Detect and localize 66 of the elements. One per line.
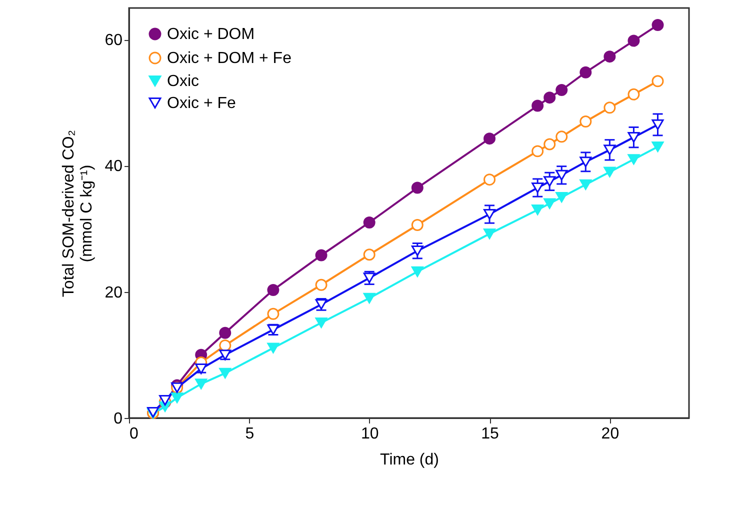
point <box>544 138 556 150</box>
point <box>484 174 496 186</box>
point <box>544 198 556 209</box>
point <box>544 92 556 104</box>
point <box>628 132 640 143</box>
point <box>219 339 232 352</box>
point <box>544 176 556 187</box>
point <box>315 249 328 262</box>
point <box>219 368 232 379</box>
point <box>628 88 640 100</box>
point <box>411 219 424 231</box>
legend-label: Oxic + Fe <box>167 95 236 112</box>
point <box>532 100 544 112</box>
point <box>363 248 376 261</box>
point <box>267 284 280 296</box>
point <box>363 292 376 304</box>
point <box>652 19 664 32</box>
point <box>580 66 592 78</box>
x-tick-label: 20 <box>601 426 620 442</box>
point <box>411 266 424 277</box>
point <box>652 75 664 88</box>
point <box>556 84 568 96</box>
legend-label: Oxic <box>167 73 199 90</box>
point <box>556 130 568 143</box>
point <box>580 116 592 128</box>
x-tick-label: 10 <box>360 426 379 442</box>
point <box>556 170 568 180</box>
point <box>411 246 424 256</box>
point <box>532 182 544 194</box>
legend-label: Oxic + DOM <box>167 26 255 43</box>
point <box>580 156 592 168</box>
point <box>604 166 616 178</box>
point <box>267 342 280 354</box>
point <box>604 50 616 63</box>
point <box>484 228 496 240</box>
point <box>652 119 664 130</box>
point <box>580 179 592 190</box>
y-tick-label: 60 <box>104 32 123 50</box>
x-axis-title: Time (d) <box>380 452 439 468</box>
y-tick-label: 0 <box>114 410 123 428</box>
point <box>556 192 568 203</box>
point <box>315 317 328 328</box>
point <box>484 208 496 220</box>
point <box>171 392 184 404</box>
point <box>195 364 208 374</box>
point <box>219 326 232 339</box>
point <box>315 278 328 291</box>
point <box>267 308 280 320</box>
point <box>628 34 640 47</box>
point <box>652 141 664 152</box>
x-tick-label: 0 <box>130 426 138 442</box>
point <box>195 378 208 390</box>
point <box>484 132 496 145</box>
point <box>628 154 640 165</box>
point <box>363 216 376 228</box>
point <box>532 204 544 216</box>
y-tick-label: 20 <box>104 284 123 302</box>
x-tick-label: 15 <box>481 426 500 442</box>
x-tick-label: 5 <box>245 426 254 442</box>
point <box>604 144 616 156</box>
y-axis-title: Total SOM-derived CO₂ (mmol C kg⁻¹) <box>60 130 96 298</box>
point <box>411 182 424 194</box>
point <box>532 145 544 158</box>
legend-label: Oxic + DOM + Fe <box>167 50 292 67</box>
y-tick-label: 40 <box>104 158 123 176</box>
point <box>604 102 616 114</box>
